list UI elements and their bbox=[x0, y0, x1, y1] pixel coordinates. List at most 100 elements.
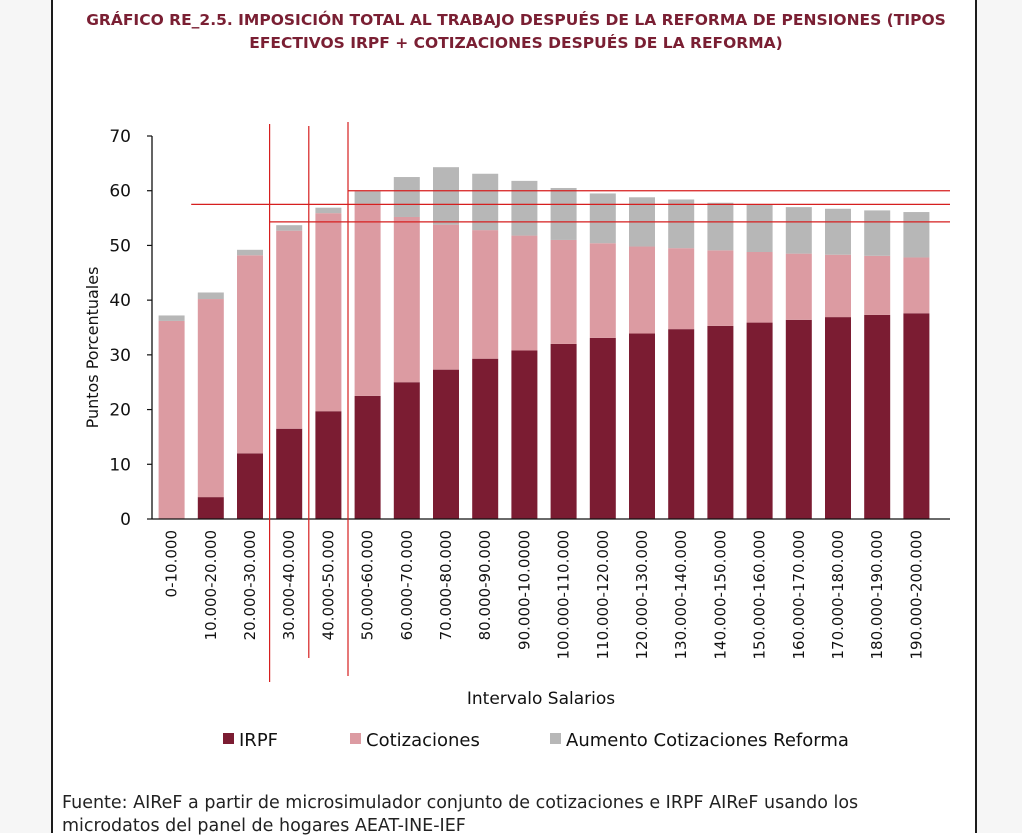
x-tick-label-14: 140.000-150.000 bbox=[711, 530, 729, 659]
bar-cotizaciones-8 bbox=[472, 230, 499, 359]
y-tick-label-40: 40 bbox=[109, 291, 131, 311]
bar-cotizaciones-6 bbox=[393, 216, 420, 383]
x-tick-label-7: 70.000-80.000 bbox=[437, 530, 455, 640]
left-page-margin bbox=[0, 0, 53, 833]
bar-aumento-0 bbox=[158, 315, 185, 321]
bar-irpf-4 bbox=[315, 411, 342, 519]
x-tick-label-17: 170.000-180.000 bbox=[829, 530, 847, 659]
bar-irpf-5 bbox=[354, 395, 381, 519]
annotation-lines bbox=[191, 122, 950, 682]
bar-cotizaciones-17 bbox=[825, 254, 851, 318]
x-tick-label-1: 10.000-20.000 bbox=[202, 530, 220, 640]
source-note: Fuente: AIReF a partir de microsimulador… bbox=[62, 792, 967, 838]
bar-cotizaciones-18 bbox=[864, 255, 891, 315]
bar-irpf-3 bbox=[276, 428, 303, 519]
x-tick-label-12: 120.000-130.000 bbox=[633, 530, 651, 659]
bar-irpf-1 bbox=[197, 497, 224, 519]
bar-cotizaciones-16 bbox=[785, 253, 812, 320]
bar-irpf-15 bbox=[746, 322, 773, 519]
legend-label-cotizaciones: Cotizaciones bbox=[366, 730, 480, 751]
legend: IRPF Cotizaciones Aumento Cotizaciones Ref… bbox=[223, 730, 849, 751]
x-tick-label-3: 30.000-40.000 bbox=[280, 530, 298, 640]
legend-swatch-aumento bbox=[550, 733, 561, 744]
bar-aumento-9 bbox=[511, 180, 538, 236]
y-tick-label-20: 20 bbox=[109, 401, 131, 421]
bar-irpf-13 bbox=[668, 329, 695, 519]
x-tick-label-2: 20.000-30.000 bbox=[241, 530, 259, 640]
bar-aumento-13 bbox=[668, 199, 695, 249]
bar-aumento-1 bbox=[197, 292, 224, 300]
bar-aumento-17 bbox=[825, 208, 851, 255]
bar-cotizaciones-12 bbox=[629, 246, 655, 334]
right-page-margin bbox=[975, 0, 1022, 833]
bar-cotizaciones-7 bbox=[433, 224, 459, 370]
bar-cotizaciones-19 bbox=[903, 257, 930, 314]
y-tick-label-70: 70 bbox=[109, 127, 131, 147]
bar-irpf-6 bbox=[393, 382, 420, 519]
x-tick-label-8: 80.000-90.000 bbox=[476, 530, 494, 640]
bar-cotizaciones-10 bbox=[550, 239, 577, 344]
bar-aumento-18 bbox=[864, 210, 891, 256]
y-tick-label-10: 10 bbox=[109, 455, 131, 475]
bar-aumento-16 bbox=[785, 207, 812, 254]
bar-cotizaciones-3 bbox=[276, 230, 303, 429]
legend-swatch-irpf bbox=[223, 733, 234, 744]
x-tick-label-0: 0-10.000 bbox=[163, 530, 181, 597]
bars-layer bbox=[158, 167, 930, 519]
y-tick-label-60: 60 bbox=[109, 182, 131, 202]
bar-cotizaciones-2 bbox=[237, 255, 263, 454]
bar-aumento-5 bbox=[354, 191, 381, 204]
bar-aumento-15 bbox=[746, 204, 773, 252]
source-line-1: Fuente: AIReF a partir de microsimulador… bbox=[62, 793, 859, 813]
bar-irpf-16 bbox=[785, 319, 812, 519]
bar-irpf-7 bbox=[433, 369, 459, 519]
bar-cotizaciones-4 bbox=[315, 213, 342, 412]
bar-irpf-11 bbox=[589, 337, 616, 519]
bar-aumento-6 bbox=[393, 177, 420, 217]
bar-cotizaciones-15 bbox=[746, 251, 773, 323]
bar-aumento-8 bbox=[472, 173, 499, 231]
x-tick-label-5: 50.000-60.000 bbox=[359, 530, 377, 640]
y-axis: 0 10 20 30 40 50 60 70 Puntos Porcentuales bbox=[83, 127, 153, 530]
x-tick-label-10: 100.000-110.000 bbox=[555, 530, 573, 659]
bar-cotizaciones-13 bbox=[668, 248, 695, 330]
x-tick-label-11: 110.000-120.000 bbox=[594, 530, 612, 659]
y-axis-label: Puntos Porcentuales bbox=[83, 267, 102, 429]
y-tick-label-50: 50 bbox=[109, 236, 131, 256]
x-tick-label-15: 150.000-160.000 bbox=[751, 530, 769, 659]
bar-aumento-7 bbox=[433, 167, 459, 225]
y-tick-label-0: 0 bbox=[120, 510, 131, 530]
chart-title-line-2: EFECTIVOS IRPF + COTIZACIONES DESPUÉS DE… bbox=[249, 34, 783, 52]
legend-label-aumento: Aumento Cotizaciones Reforma bbox=[566, 730, 849, 751]
bar-cotizaciones-9 bbox=[511, 235, 538, 351]
bar-irpf-18 bbox=[864, 314, 891, 519]
bar-irpf-10 bbox=[550, 343, 577, 519]
x-tick-label-16: 160.000-170.000 bbox=[790, 530, 808, 659]
bar-irpf-12 bbox=[629, 333, 655, 519]
bar-aumento-14 bbox=[707, 202, 734, 251]
chart-title: GRÁFICO RE_2.5. IMPOSICIÓN TOTAL AL TRAB… bbox=[60, 9, 972, 55]
x-tick-label-19: 190.000-200.000 bbox=[907, 530, 925, 659]
x-tick-label-13: 130.000-140.000 bbox=[672, 530, 690, 659]
bar-aumento-11 bbox=[589, 193, 616, 244]
bar-cotizaciones-5 bbox=[354, 203, 381, 396]
x-tick-label-18: 180.000-190.000 bbox=[868, 530, 886, 659]
bar-aumento-10 bbox=[550, 187, 577, 240]
bar-irpf-19 bbox=[903, 313, 930, 519]
x-tick-label-4: 40.000-50.000 bbox=[319, 530, 337, 640]
bar-cotizaciones-11 bbox=[589, 243, 616, 338]
bar-irpf-8 bbox=[472, 358, 499, 519]
source-line-2: microdatos del panel de hogares AEAT-INE… bbox=[62, 816, 466, 836]
bar-aumento-19 bbox=[903, 212, 930, 258]
bar-cotizaciones-14 bbox=[707, 250, 734, 326]
bar-irpf-2 bbox=[237, 453, 263, 519]
bar-irpf-17 bbox=[825, 317, 851, 519]
x-axis: 0-10.000 10.000-20.000 20.000-30.000 30.000… bbox=[152, 518, 950, 709]
x-axis-label: Intervalo Salarios bbox=[467, 689, 615, 709]
bar-aumento-4 bbox=[315, 207, 342, 214]
chart-title-line-1: GRÁFICO RE_2.5. IMPOSICIÓN TOTAL AL TRAB… bbox=[86, 11, 946, 29]
bar-aumento-2 bbox=[237, 249, 263, 256]
bar-irpf-14 bbox=[707, 325, 734, 519]
bar-aumento-3 bbox=[276, 225, 303, 231]
